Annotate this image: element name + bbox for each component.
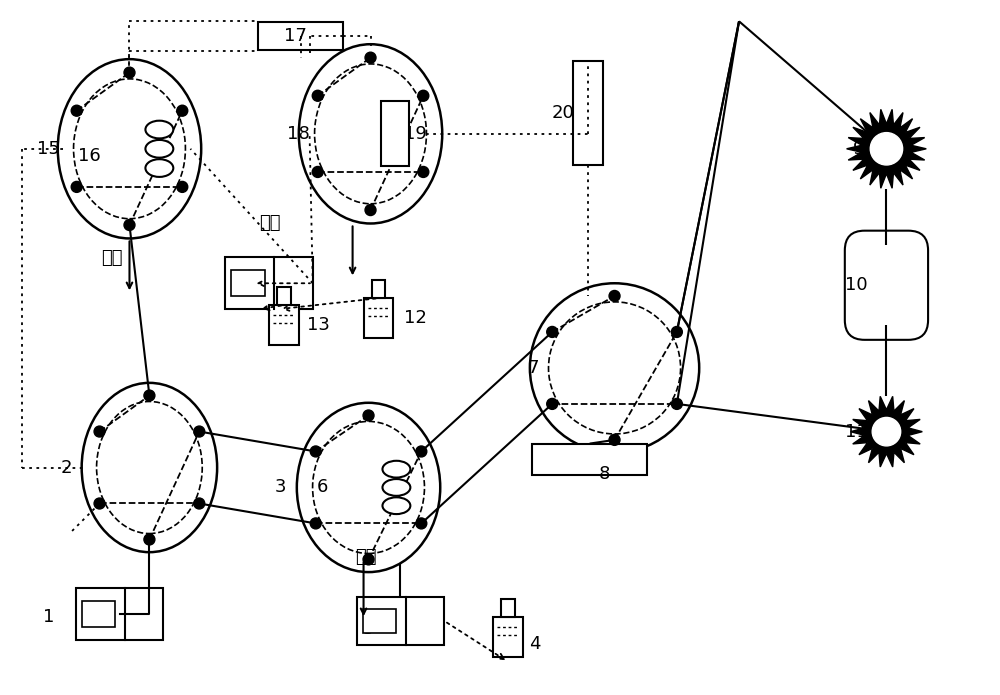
Circle shape [418,90,429,101]
Ellipse shape [145,121,173,138]
Circle shape [94,498,105,509]
Text: 6: 6 [317,478,328,496]
Circle shape [530,284,699,452]
Ellipse shape [382,461,410,477]
Circle shape [312,167,323,177]
Circle shape [310,446,321,457]
Bar [231,270,265,296]
Text: 17: 17 [284,27,307,45]
Ellipse shape [299,44,442,224]
Circle shape [872,418,901,446]
FancyBboxPatch shape [845,231,928,340]
Text: 20: 20 [551,104,574,122]
Text: 3: 3 [275,478,287,496]
Text: 废液: 废液 [102,250,123,268]
Circle shape [310,518,321,529]
Bar [363,609,396,633]
Bar [372,280,385,298]
Text: 11: 11 [845,423,868,441]
Polygon shape [851,396,922,467]
Circle shape [177,105,188,116]
Text: 5: 5 [363,620,374,638]
Circle shape [416,446,427,457]
Circle shape [71,105,82,116]
Circle shape [94,426,105,437]
Circle shape [547,327,558,337]
Bar [573,60,603,165]
Circle shape [363,410,374,421]
Ellipse shape [58,59,201,238]
Text: 2: 2 [61,459,72,477]
Circle shape [124,220,135,231]
Circle shape [144,534,155,545]
Circle shape [177,181,188,193]
Text: 13: 13 [307,316,330,334]
Bar [82,601,115,627]
Ellipse shape [382,498,410,514]
Text: 19: 19 [404,125,427,143]
Ellipse shape [145,140,173,158]
Bar [76,588,163,640]
Circle shape [416,518,427,529]
Circle shape [671,327,682,337]
Bar [258,22,343,50]
Text: 12: 12 [404,309,427,327]
Text: 16: 16 [78,147,101,165]
Text: 7: 7 [527,359,539,377]
Text: 1: 1 [43,608,54,626]
Circle shape [365,204,376,215]
Text: 4: 4 [529,635,541,653]
Circle shape [418,167,429,177]
Ellipse shape [82,383,217,553]
Bar [493,617,523,657]
Text: 8: 8 [599,466,610,484]
Bar [532,443,647,475]
Ellipse shape [382,479,410,496]
Bar [381,101,409,166]
Circle shape [609,291,620,302]
Bar [269,305,299,345]
Text: 9: 9 [853,140,864,158]
Ellipse shape [145,159,173,177]
Ellipse shape [297,403,440,572]
Circle shape [124,67,135,78]
Text: 10: 10 [845,276,868,294]
Circle shape [609,434,620,445]
Circle shape [363,554,374,565]
Circle shape [71,181,82,193]
Text: 18: 18 [287,125,310,143]
Bar [225,257,313,309]
Circle shape [870,133,903,165]
Text: 15: 15 [37,140,60,158]
Text: 废液: 废液 [259,215,280,233]
Circle shape [312,90,323,101]
Bar [364,298,393,338]
Circle shape [194,426,205,437]
Bar [357,597,444,645]
Bar [501,599,515,617]
Circle shape [144,390,155,401]
Polygon shape [847,109,926,188]
Text: 14: 14 [230,281,252,300]
Circle shape [547,398,558,409]
Circle shape [671,398,682,409]
Circle shape [365,52,376,63]
Circle shape [194,498,205,509]
Bar [277,287,291,305]
Text: 废液: 废液 [356,548,377,566]
